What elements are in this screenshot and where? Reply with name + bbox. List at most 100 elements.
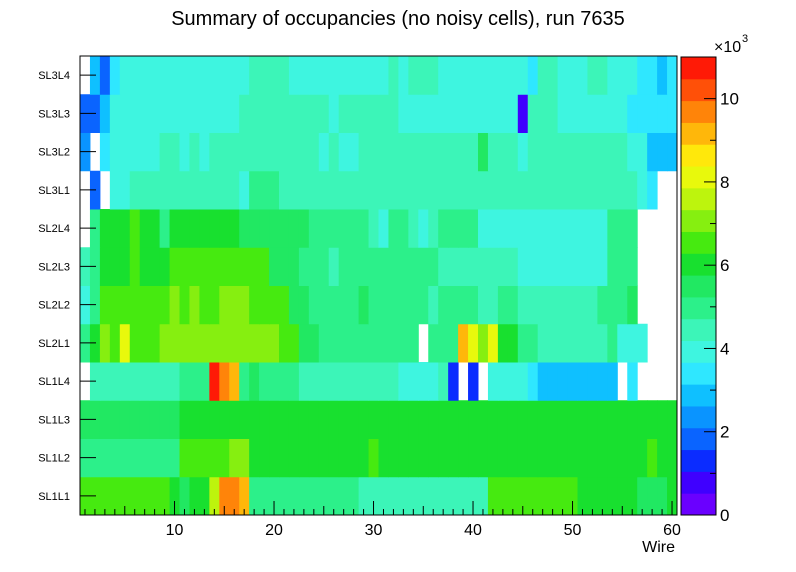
heatmap-cell xyxy=(567,400,578,439)
heatmap-cell xyxy=(169,247,180,286)
heatmap-cell xyxy=(458,476,469,516)
heatmap-cell xyxy=(448,247,459,286)
heatmap-cell xyxy=(249,209,260,248)
heatmap-cell xyxy=(209,476,220,516)
heatmap-cell xyxy=(189,132,200,172)
heatmap-cell xyxy=(667,94,678,133)
heatmap-cell xyxy=(199,170,210,210)
heatmap-cell xyxy=(428,132,439,172)
heatmap-cell xyxy=(388,132,399,172)
heatmap-cell xyxy=(169,56,180,95)
heatmap-cell xyxy=(587,285,598,325)
heatmap-cell xyxy=(129,476,141,516)
heatmap-cell xyxy=(368,285,379,325)
heatmap-cell xyxy=(567,56,578,95)
heatmap-cell xyxy=(298,170,310,210)
heatmap-cell xyxy=(418,56,429,95)
heatmap-cell xyxy=(408,132,419,172)
heatmap-cell xyxy=(468,94,479,133)
heatmap-cell xyxy=(438,400,449,439)
heatmap-cell xyxy=(179,323,190,363)
heatmap-cell xyxy=(179,94,190,133)
heatmap-cell xyxy=(348,132,360,172)
heatmap-cell xyxy=(517,362,529,401)
heatmap-cell xyxy=(657,476,668,516)
heatmap-cell xyxy=(418,476,429,516)
heatmap-cell xyxy=(189,323,200,363)
heatmap-cell xyxy=(139,362,151,401)
heatmap-cell xyxy=(557,247,569,286)
heatmap-cell xyxy=(408,56,419,95)
heatmap-cell xyxy=(607,56,618,95)
heatmap-cell xyxy=(298,285,310,325)
heatmap-cell xyxy=(99,94,111,133)
heatmap-cell xyxy=(169,323,180,363)
heatmap-cell xyxy=(587,476,598,516)
heatmap-cell xyxy=(577,94,588,133)
heatmap-cell xyxy=(468,209,479,248)
heatmap-cell xyxy=(398,247,409,286)
heatmap-cell xyxy=(298,209,310,248)
heatmap-cell xyxy=(279,362,290,401)
heatmap-cell xyxy=(239,94,250,133)
heatmap-cell xyxy=(269,247,280,286)
heatmap-cell xyxy=(199,209,210,248)
heatmap-cell xyxy=(388,56,399,95)
heatmap-cell xyxy=(179,438,190,478)
heatmap-cell xyxy=(259,247,270,286)
heatmap-cell xyxy=(239,247,250,286)
heatmap-cell xyxy=(189,209,200,248)
heatmap-cell xyxy=(199,400,210,439)
heatmap-cell xyxy=(587,247,598,286)
heatmap-cell xyxy=(537,438,549,478)
heatmap-cell xyxy=(249,323,260,363)
heatmap-cell xyxy=(468,362,479,401)
heatmap-cell xyxy=(199,476,210,516)
heatmap-cell xyxy=(99,132,111,172)
heatmap-cell xyxy=(308,438,320,478)
heatmap-cell xyxy=(557,170,569,210)
y-tick-label: SL2L1 xyxy=(38,338,70,350)
heatmap-cell xyxy=(527,209,539,248)
heatmap-cell xyxy=(448,362,459,401)
heatmap-cell xyxy=(378,476,389,516)
heatmap-cell xyxy=(527,476,539,516)
heatmap-cell xyxy=(99,323,111,363)
heatmap-cell xyxy=(288,247,300,286)
heatmap-cell xyxy=(547,323,559,363)
heatmap-cell xyxy=(478,476,489,516)
heatmap-cell xyxy=(348,209,360,248)
heatmap-cell xyxy=(249,400,260,439)
heatmap-cell xyxy=(567,285,578,325)
heatmap-cell xyxy=(388,400,399,439)
heatmap-cell xyxy=(497,476,509,516)
heatmap-cell xyxy=(368,56,379,95)
heatmap-cell xyxy=(497,247,509,286)
heatmap-cell xyxy=(428,94,439,133)
heatmap-cell xyxy=(478,438,489,478)
heatmap-cell xyxy=(607,94,618,133)
heatmap-cell xyxy=(298,247,310,286)
heatmap-cell xyxy=(338,476,350,516)
heatmap-cell xyxy=(607,285,618,325)
heatmap-cell xyxy=(219,132,230,172)
heatmap-cell xyxy=(209,209,220,248)
heatmap-cell xyxy=(368,476,379,516)
heatmap-cell xyxy=(647,170,658,210)
heatmap-cell xyxy=(279,132,290,172)
heatmap-cell xyxy=(378,56,389,95)
heatmap-cell xyxy=(199,94,210,133)
heatmap-cell xyxy=(468,132,479,172)
heatmap-cell xyxy=(209,170,220,210)
heatmap-cell xyxy=(468,247,479,286)
heatmap-cell xyxy=(308,170,320,210)
heatmap-cell xyxy=(149,56,161,95)
colorbar-segment xyxy=(681,209,716,232)
heatmap-cell xyxy=(338,362,350,401)
heatmap-cell xyxy=(149,132,161,172)
heatmap-cell xyxy=(428,285,439,325)
heatmap-cell xyxy=(209,94,220,133)
heatmap-cell xyxy=(149,94,161,133)
heatmap-cell xyxy=(627,285,638,325)
